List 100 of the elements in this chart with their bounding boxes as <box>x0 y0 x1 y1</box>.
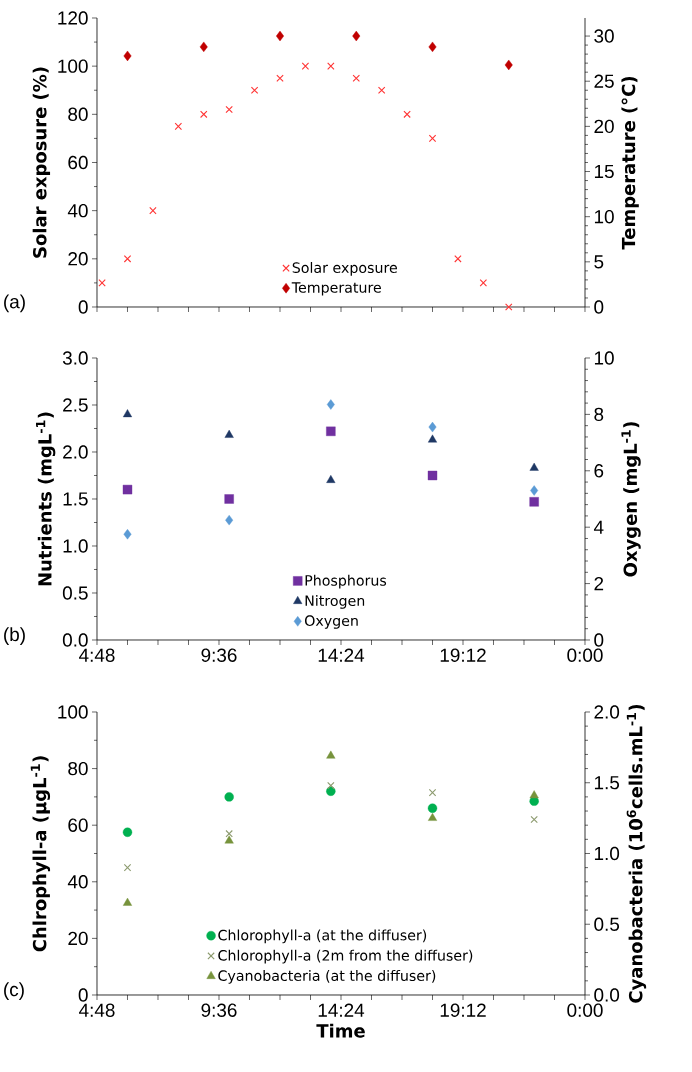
point <box>529 462 539 471</box>
legend-label: Chlorophyll-a (2m from the diffuser) <box>218 949 473 964</box>
point <box>122 827 133 837</box>
y-tick-label: 60 <box>68 818 88 832</box>
y-tick-label: 120 <box>58 11 88 25</box>
x-tick-label: 9:36 <box>201 1003 237 1017</box>
point <box>326 426 336 436</box>
y-tick-label: 0.0 <box>62 633 88 647</box>
point <box>427 812 438 821</box>
x-tick-label: 19:12 <box>440 648 486 662</box>
y2-tick-label: 30 <box>594 29 614 43</box>
point <box>427 434 438 443</box>
y2-tick-label: 8 <box>594 407 604 422</box>
legend-label: Nitrogen <box>305 595 365 609</box>
point <box>427 803 438 813</box>
y2-tick-label: 1.0 <box>594 846 620 861</box>
x-tick-label: 9:36 <box>201 648 237 662</box>
x-tick-label: 14:24 <box>318 648 365 662</box>
legend-label: Chlorophyll-a (at the diffuser) <box>218 929 427 944</box>
point <box>224 792 234 802</box>
point <box>276 74 284 82</box>
point <box>428 421 437 433</box>
y2-axis-title: Cyanobacteria (10$^{6}$cells.mL$^{-1}$) <box>626 704 647 1003</box>
x-axis-title: Time <box>316 1023 365 1038</box>
y-axis-title: Chlrophyll-a (µgL$^{-1}$) <box>30 756 51 952</box>
point <box>505 303 513 311</box>
point <box>200 110 208 119</box>
point <box>479 279 488 287</box>
point <box>123 50 132 62</box>
y2-tick-label: 2 <box>594 576 604 591</box>
point <box>123 529 132 540</box>
y2-tick-label: 0 <box>594 633 604 647</box>
y-tick-label: 1.0 <box>63 539 88 553</box>
point <box>224 429 234 438</box>
point <box>428 41 437 53</box>
legend-label: Solar exposure <box>292 262 397 276</box>
point <box>199 41 208 53</box>
y2-tick-label: 6 <box>594 464 604 478</box>
point <box>403 110 411 119</box>
point <box>224 494 234 504</box>
y-tick-label: 0 <box>78 300 88 314</box>
y2-tick-label: 25 <box>594 74 614 88</box>
point <box>149 206 157 215</box>
y-tick-label: 20 <box>68 931 88 946</box>
y-tick-label: 2.5 <box>63 398 88 412</box>
legend-label: Temperature <box>291 282 381 296</box>
y-tick-label: 0.5 <box>62 586 88 600</box>
point <box>428 788 437 797</box>
y-tick-label: 20 <box>68 252 88 266</box>
y2-tick-label: 0.0 <box>594 988 620 1002</box>
y2-tick-label: 0.5 <box>594 917 620 931</box>
point <box>250 86 259 94</box>
legend-label: Phosphorus <box>305 574 387 589</box>
point <box>224 835 234 844</box>
y-tick-label: 1.5 <box>63 492 88 506</box>
y2-tick-label: 0 <box>594 300 604 314</box>
point <box>529 790 539 799</box>
point <box>225 514 234 526</box>
y-axis-title: Nutrients (mgL$^{-1}$) <box>36 412 56 586</box>
point <box>352 30 361 42</box>
point <box>530 815 538 824</box>
point <box>504 59 513 71</box>
point <box>122 897 133 906</box>
x-tick-label: 19:12 <box>440 1003 486 1017</box>
legend-label: Cyanobacteria (at the diffuser) <box>218 970 436 984</box>
x-tick-label: 14:24 <box>318 1003 365 1017</box>
y-tick-label: 100 <box>58 705 88 719</box>
x-tick-label: 0:00 <box>567 648 603 662</box>
y2-tick-label: 1.5 <box>594 776 620 790</box>
x-tick-label: 4:48 <box>79 648 115 662</box>
point <box>427 470 438 481</box>
point <box>123 863 132 872</box>
x-tick-label: 4:48 <box>79 1003 115 1017</box>
y2-tick-label: 10 <box>594 209 614 224</box>
y2-axis-title: Oxygen (mgL$^{-1}$) <box>621 422 641 577</box>
text: (c) <box>4 982 24 1000</box>
y-tick-label: 40 <box>67 203 88 218</box>
y-tick-label: 60 <box>68 155 88 170</box>
point <box>454 255 462 263</box>
y-tick-label: 40 <box>67 875 88 889</box>
y2-tick-label: 20 <box>594 119 614 134</box>
point <box>98 279 106 287</box>
point <box>327 781 335 790</box>
y-tick-label: 3.0 <box>62 351 88 365</box>
x-tick-label: 0:00 <box>567 1003 603 1017</box>
point <box>428 134 437 143</box>
point <box>352 74 360 82</box>
y-tick-label: 80 <box>68 761 88 776</box>
point <box>530 485 539 496</box>
point <box>225 829 233 838</box>
legend-label: Oxygen <box>305 615 358 629</box>
y-tick-label: 2.0 <box>63 445 88 459</box>
point <box>122 484 133 495</box>
text: (a) <box>4 294 25 313</box>
point <box>327 62 335 70</box>
y-tick-label: 80 <box>68 107 88 122</box>
y2-tick-label: 2.0 <box>594 705 620 719</box>
y-axis-title: Solar exposure (%) <box>32 67 51 258</box>
point <box>225 105 233 114</box>
y-tick-label: 0 <box>78 988 88 1002</box>
